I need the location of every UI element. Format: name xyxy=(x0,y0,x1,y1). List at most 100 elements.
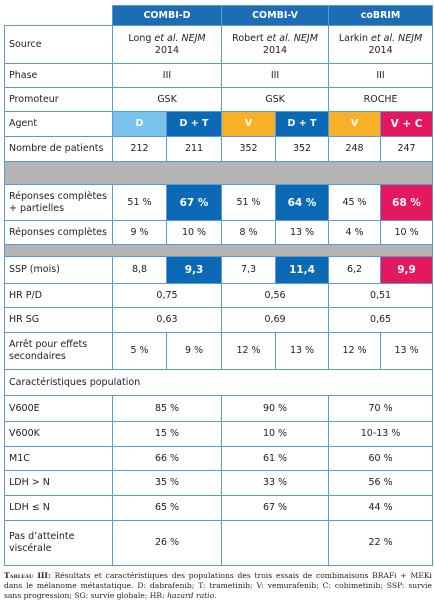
table-cell: Long et al. NEJM 2014 xyxy=(111,25,223,64)
table-cell: 51 % xyxy=(112,184,167,221)
table-cell: 352 xyxy=(221,136,277,162)
table-cell: 11,4 xyxy=(275,256,330,284)
table-cell: 12 % xyxy=(328,332,382,370)
caption-text: . xyxy=(214,591,217,600)
table-cell: III xyxy=(328,63,434,88)
table-cell: 68 % xyxy=(380,184,434,221)
row-label: LDH > N xyxy=(4,470,113,496)
table-cell: 12 % xyxy=(221,332,277,370)
table-cell: ROCHE xyxy=(328,87,434,112)
table-cell: 22 % xyxy=(328,520,434,566)
row-label: V600E xyxy=(4,395,113,422)
table-cell: III xyxy=(221,63,330,88)
table-cell: V + C xyxy=(380,111,434,137)
table-cell: 65 % xyxy=(111,495,223,521)
table-cell: 0,69 xyxy=(221,307,330,333)
table-cell: 26 % xyxy=(111,520,223,566)
table-cell: 13 % xyxy=(275,332,330,370)
table-row: Pas d’atteinte viscérale 26 % 22 % xyxy=(4,520,434,566)
table-cell: 56 % xyxy=(328,470,434,496)
table-cell xyxy=(3,244,434,257)
caption-text: Résultats et caractéristiques des popula… xyxy=(4,571,432,600)
table-cell: 10-13 % xyxy=(328,421,434,447)
table-cell: 10 % xyxy=(221,421,330,447)
table-row: LDH ≤ N 65 % 67 % 44 % xyxy=(4,495,434,521)
table-cell: 9 % xyxy=(112,220,167,245)
row-label: Nombre de patients xyxy=(4,136,113,162)
row-label: Agent xyxy=(4,111,113,137)
row-label: Arrêt pour effets secondaires xyxy=(4,332,113,370)
table-cell: 9 % xyxy=(165,332,223,370)
table-cell: 4 % xyxy=(328,220,382,245)
table-cell: 13 % xyxy=(275,220,330,245)
table-cell: 9,9 xyxy=(380,256,434,284)
table-cell: 6,2 xyxy=(328,256,382,284)
row-label: Promoteur xyxy=(4,87,113,112)
row-label: Phase xyxy=(4,63,113,88)
table-cell: 8,8 xyxy=(112,256,167,284)
table-row: SSP (mois) 8,8 9,3 7,3 11,4 6,2 9,9 xyxy=(4,256,434,284)
table-cell: 67 % xyxy=(221,495,330,521)
caption-text: Tableau III: xyxy=(4,571,51,580)
table-cell: 5 % xyxy=(112,332,167,370)
row-label: HR P/D xyxy=(4,283,113,308)
row-label: LDH ≤ N xyxy=(4,495,113,521)
column-header: COMBI-D xyxy=(111,5,223,26)
table-cell: 66 % xyxy=(111,446,223,471)
source-text: 2014 xyxy=(154,44,180,56)
table-cell: V xyxy=(328,111,382,137)
table-row: Nombre de patients 212 211 352 352 248 247 xyxy=(4,136,434,162)
table-row: Arrêt pour effets secondaires 5 % 9 % 12 % 1… xyxy=(4,332,434,370)
table-cell: 70 % xyxy=(328,395,434,422)
column-header: coBRIM xyxy=(328,5,434,26)
table-cell: 0,65 xyxy=(328,307,434,333)
row-label: SSP (mois) xyxy=(4,256,113,284)
table-row: Promoteur GSK GSK ROCHE xyxy=(4,87,434,112)
table-cell: 247 xyxy=(380,136,434,162)
caption: Tableau III: Résultats et caractéristiqu… xyxy=(4,571,432,601)
table-cell: 0,63 xyxy=(111,307,223,333)
table-cell: 212 xyxy=(112,136,167,162)
table-row: Caractéristiques population xyxy=(3,369,434,396)
table-row: Réponses complètes 9 % 10 % 8 % 13 % 4 % 10 % xyxy=(4,220,434,245)
table-cell: D xyxy=(112,111,167,137)
table-cell: GSK xyxy=(221,87,330,112)
row-label: HR SG xyxy=(4,307,113,333)
row-label: V600K xyxy=(4,421,113,447)
caption-text: hazard ratio xyxy=(167,591,215,600)
table-cell: D + T xyxy=(165,111,223,137)
table-row: COMBI-D COMBI-V coBRIM xyxy=(4,5,434,26)
table-cell: 0,56 xyxy=(221,283,330,308)
table-row xyxy=(3,244,434,257)
source-text: et al. NEJM xyxy=(371,32,423,44)
row-label: M1C xyxy=(4,446,113,471)
table-cell: V xyxy=(221,111,277,137)
column-header: COMBI-V xyxy=(221,5,330,26)
table-cell: Larkin et al. NEJM 2014 xyxy=(328,25,434,64)
source-text: Long xyxy=(128,32,152,44)
row-label: Caractéristiques population xyxy=(3,369,434,396)
source-text: Robert xyxy=(232,32,264,44)
table-row xyxy=(3,161,434,185)
results-table: COMBI-D COMBI-V coBRIM Source Long et al. … xyxy=(3,5,434,566)
table-cell: 10 % xyxy=(380,220,434,245)
table-cell: 211 xyxy=(165,136,223,162)
table-row: Phase III III III xyxy=(4,63,434,88)
table-cell: 7,3 xyxy=(221,256,277,284)
table-cell: 61 % xyxy=(221,446,330,471)
row-label: Pas d’atteinte viscérale xyxy=(4,520,113,566)
table-cell: 64 % xyxy=(275,184,330,221)
table-cell: 60 % xyxy=(328,446,434,471)
table-cell: 352 xyxy=(275,136,330,162)
table-cell xyxy=(3,161,434,185)
table-cell: 33 % xyxy=(221,470,330,496)
table-cell: 85 % xyxy=(111,395,223,422)
table-row: Source Long et al. NEJM 2014 Robert et al… xyxy=(4,25,434,64)
table-cell: 15 % xyxy=(111,421,223,447)
table-cell xyxy=(221,520,330,566)
table-cell: 45 % xyxy=(328,184,382,221)
table-row: V600K 15 % 10 % 10-13 % xyxy=(4,421,434,447)
table-cell: 10 % xyxy=(165,220,223,245)
